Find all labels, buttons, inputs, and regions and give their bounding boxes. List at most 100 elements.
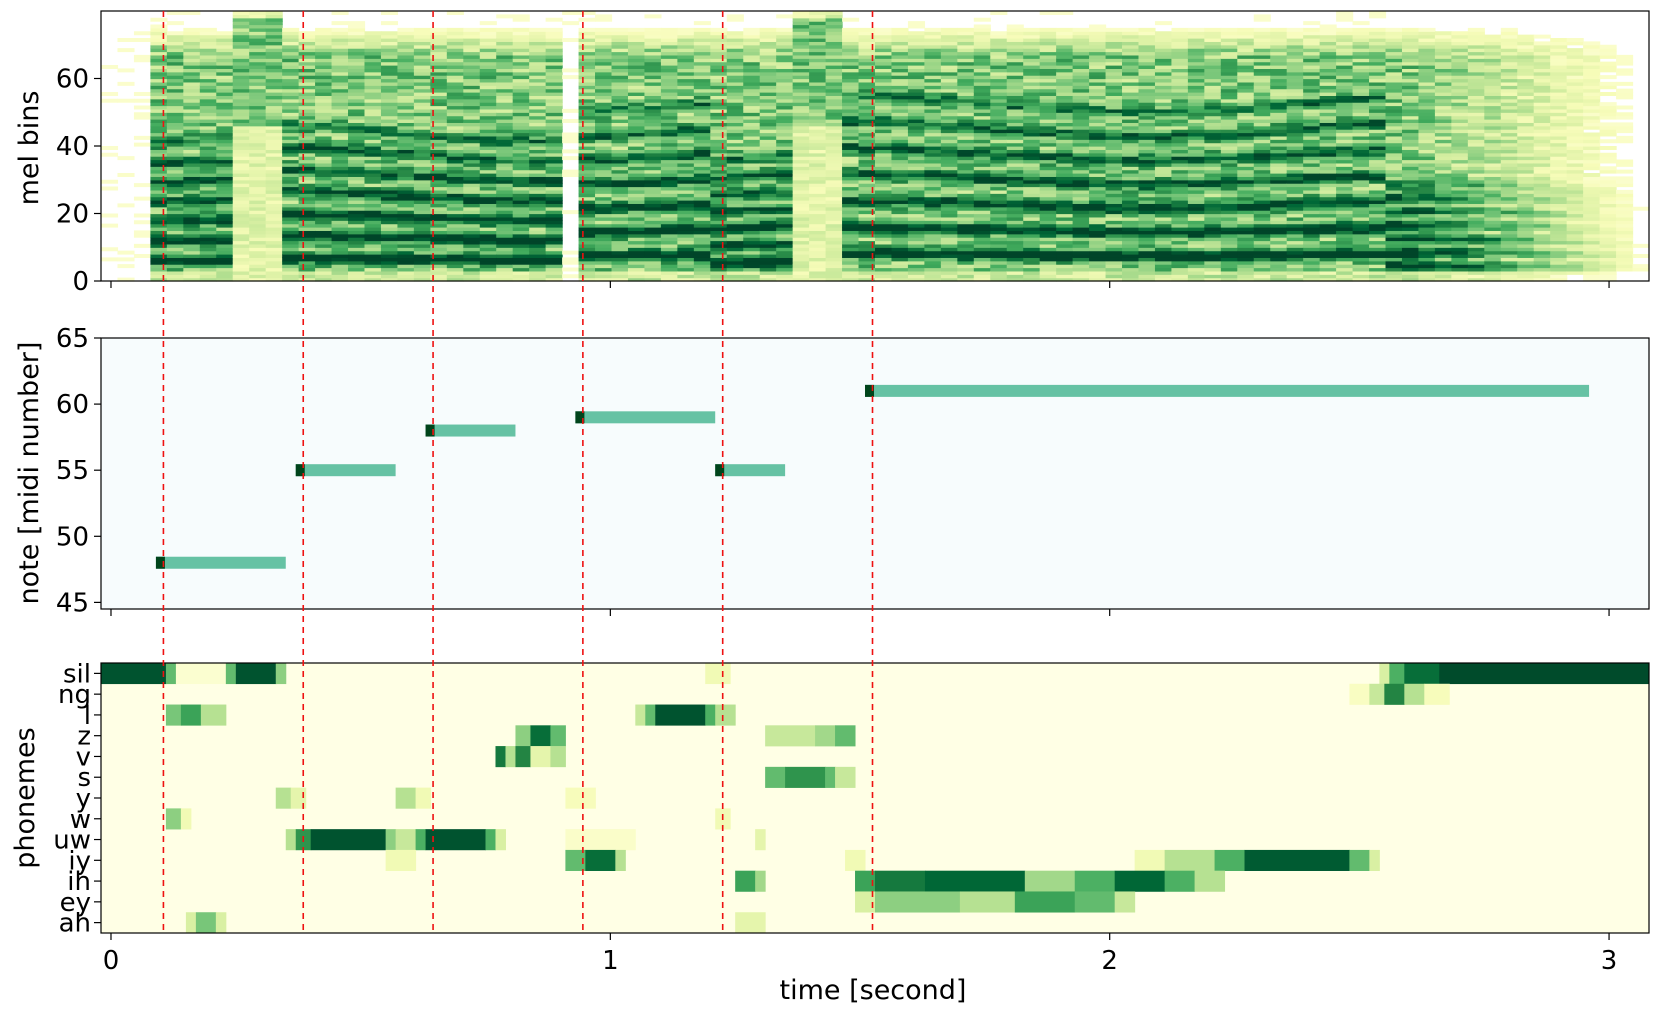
mel-cell	[463, 183, 481, 188]
mel-cell	[446, 270, 464, 275]
mel-cell	[249, 227, 267, 231]
mel-cell	[726, 216, 744, 221]
mel-cell	[216, 61, 234, 66]
mel-cell	[875, 108, 893, 113]
mel-cell	[990, 240, 1008, 245]
mel-cell	[940, 149, 958, 154]
mel-cell	[611, 267, 629, 272]
mel-cell	[216, 260, 234, 265]
mel-cell	[282, 95, 300, 100]
mel-cell	[183, 159, 201, 164]
mel-cell	[463, 240, 481, 245]
mel-cell	[529, 108, 547, 113]
mel-cell	[578, 176, 596, 181]
mel-cell	[693, 179, 711, 184]
mel-cell	[133, 233, 152, 238]
mel-cell	[216, 108, 234, 113]
mel-cell	[578, 196, 596, 201]
mel-cell	[430, 139, 448, 144]
mel-cell	[1187, 119, 1205, 123]
mel-cell	[595, 159, 613, 164]
mel-cell	[1089, 135, 1107, 140]
mel-cell	[1072, 78, 1090, 83]
mel-cell	[743, 122, 761, 127]
mel-cell	[529, 166, 547, 171]
mel-cell	[232, 17, 250, 22]
mel-cell	[842, 193, 860, 198]
mel-cell	[397, 71, 415, 76]
mel-cell	[1039, 250, 1057, 255]
mel-cell	[1072, 65, 1090, 69]
mel-cell	[545, 149, 563, 154]
mel-cell	[216, 112, 234, 117]
mel-cell	[924, 88, 942, 93]
mel-cell	[973, 156, 991, 161]
mel-cell	[809, 31, 827, 36]
mel-cell	[825, 112, 843, 117]
mel-cell	[940, 166, 958, 171]
mel-cell	[1023, 54, 1041, 59]
mel-cell	[759, 159, 777, 164]
mel-cell	[940, 85, 958, 90]
mel-cell	[496, 98, 514, 103]
mel-cell	[990, 58, 1008, 63]
mel-cell	[792, 41, 810, 46]
mel-cell	[232, 68, 250, 73]
mel-cell	[644, 132, 662, 137]
mel-cell	[644, 14, 662, 19]
mel-cell	[858, 274, 876, 279]
mel-cell	[578, 105, 596, 110]
mel-cell	[496, 220, 514, 225]
mel-cell	[1039, 31, 1057, 36]
mel-cell	[298, 189, 316, 194]
mel-cell	[430, 210, 448, 215]
mel-cell	[924, 156, 942, 161]
mel-cell	[298, 132, 316, 137]
mel-cell	[891, 213, 909, 218]
mel-cell	[891, 95, 909, 100]
mel-cell	[463, 270, 481, 275]
mel-cell	[825, 203, 843, 208]
mel-cell	[512, 243, 530, 248]
mel-cell	[924, 112, 942, 117]
mel-cell	[842, 260, 860, 265]
mel-cell	[1072, 230, 1090, 235]
mel-cell	[446, 34, 464, 39]
mel-cell	[973, 85, 991, 90]
mel-cell	[891, 257, 909, 262]
mel-cell	[298, 186, 316, 191]
mel-cell	[364, 243, 382, 248]
mel-cell	[924, 200, 942, 204]
mel-cell	[562, 156, 580, 161]
mel-cell	[693, 95, 711, 100]
mel-cell	[973, 122, 991, 127]
mel-cell	[315, 159, 333, 164]
mel-cell	[957, 129, 975, 134]
mel-cell	[1006, 41, 1024, 46]
mel-cell	[1154, 129, 1173, 134]
mel-cell	[1138, 264, 1156, 269]
mel-cell	[660, 92, 678, 96]
mel-cell	[726, 243, 744, 248]
mel-cell	[611, 78, 629, 83]
mel-cell	[578, 210, 596, 215]
mel-cell	[1089, 34, 1107, 39]
mel-cell	[611, 58, 629, 63]
mel-cell	[693, 75, 711, 80]
mel-cell	[858, 112, 876, 117]
mel-cell	[496, 27, 514, 32]
mel-cell	[1006, 267, 1024, 272]
mel-cell	[1023, 277, 1041, 282]
mel-cell	[957, 169, 975, 174]
mel-cell	[183, 183, 201, 188]
mel-cell	[1138, 27, 1156, 32]
mel-cell	[397, 274, 415, 279]
mel-cell	[990, 169, 1008, 174]
mel-cell	[413, 240, 431, 245]
mel-cell	[1122, 102, 1140, 107]
mel-cell	[166, 274, 184, 279]
mel-cell	[216, 240, 234, 245]
mel-cell	[1204, 247, 1222, 252]
mel-cell	[907, 200, 926, 204]
mel-cell	[973, 206, 991, 211]
